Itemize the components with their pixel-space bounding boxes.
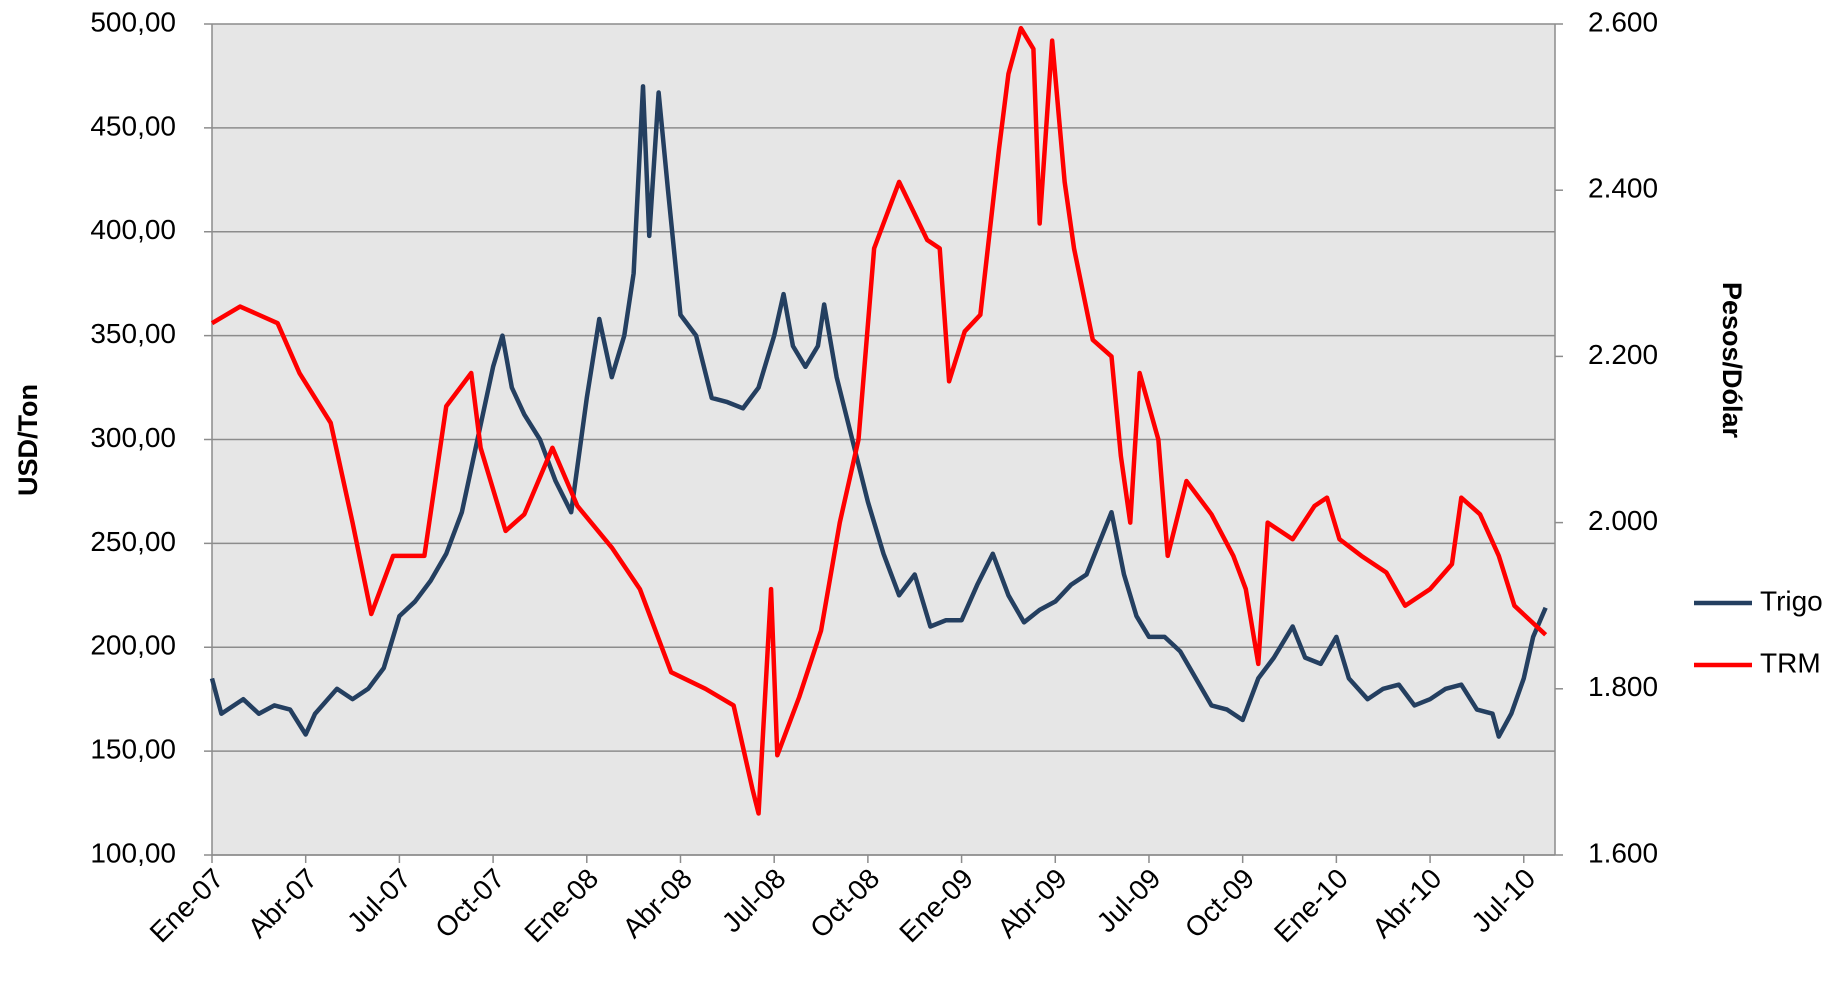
y-tick-label: 150,00 xyxy=(90,734,176,765)
legend-label: Trigo xyxy=(1760,585,1823,616)
line-series xyxy=(209,84,1548,739)
x-tick-label: Ene-07 xyxy=(144,863,230,949)
x-tick-label: Jul-08 xyxy=(716,863,792,939)
y2-tick-label: 2.600 xyxy=(1588,6,1658,37)
x-tick-label: Ene-09 xyxy=(893,863,979,949)
x-tick-label: Abr-10 xyxy=(1366,863,1447,944)
x-tick-label: Ene-10 xyxy=(1268,863,1354,949)
y2-tick-label: 1.800 xyxy=(1588,671,1658,702)
x-tick-label: Oct-07 xyxy=(429,863,510,944)
y-axis-title: USD/Ton xyxy=(13,384,43,496)
y-tick-label: 300,00 xyxy=(90,422,176,453)
line-series xyxy=(210,25,1548,816)
x-tick-label: Oct-09 xyxy=(1179,863,1260,944)
y-tick-label: 250,00 xyxy=(90,526,176,557)
y-tick-label: 100,00 xyxy=(90,837,176,868)
x-tick-label: Jul-07 xyxy=(341,863,417,939)
x-tick-label: Abr-08 xyxy=(617,863,698,944)
x-tick-label: Ene-08 xyxy=(518,863,604,949)
y-tick-label: 350,00 xyxy=(90,318,176,349)
y2-tick-label: 1.600 xyxy=(1588,837,1658,868)
x-tick-label: Abr-09 xyxy=(991,863,1072,944)
y-tick-label: 450,00 xyxy=(90,110,176,141)
x-tick-label: Jul-10 xyxy=(1465,863,1541,939)
legend-label: TRM xyxy=(1760,647,1821,678)
x-tick-label: Jul-09 xyxy=(1091,863,1167,939)
y-tick-label: 400,00 xyxy=(90,214,176,245)
y2-tick-label: 2.000 xyxy=(1588,505,1658,536)
x-tick-label: Abr-07 xyxy=(242,863,323,944)
x-tick-label: Oct-08 xyxy=(804,863,885,944)
y2-tick-label: 2.400 xyxy=(1588,173,1658,204)
y2-axis-title: Pesos/Dólar xyxy=(1717,282,1747,439)
y-tick-label: 200,00 xyxy=(90,630,176,661)
y-tick-label: 500,00 xyxy=(90,6,176,37)
y2-tick-label: 2.200 xyxy=(1588,339,1658,370)
